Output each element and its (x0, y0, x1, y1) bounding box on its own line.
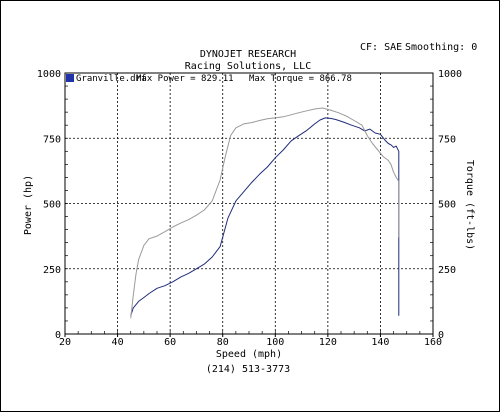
y-tick-label-right: 750 (438, 134, 456, 145)
y-tick-label-left: 0 (55, 330, 61, 341)
y-tick-label-left: 250 (43, 265, 61, 276)
x-tick-label: 80 (217, 337, 229, 348)
grid-lines (65, 73, 433, 334)
y-tick-label-right: 250 (438, 265, 456, 276)
y-axis-label-left: Power (hp) (23, 175, 34, 235)
y-axis-label-right: Torque (ft-lbs) (464, 160, 475, 250)
x-tick-label: 100 (266, 337, 284, 348)
smoothing-label: Smoothing: 0 (405, 42, 477, 53)
x-tick-label: 60 (164, 337, 176, 348)
y-tick-label-left: 1000 (37, 69, 61, 80)
axis-ticks: 20 40 60 80 100 120 140 16002505007501000025050… (37, 69, 462, 348)
legend-swatch (66, 74, 74, 82)
y-tick-label-left: 500 (43, 200, 61, 211)
x-tick-label: 40 (112, 337, 124, 348)
power-series-line (130, 117, 400, 316)
x-tick-label: 120 (319, 337, 337, 348)
chart-title: DYNOJET RESEARCH (200, 49, 296, 60)
torque-series-line (130, 107, 400, 319)
x-tick-label: 20 (59, 337, 71, 348)
series-layer (130, 107, 400, 319)
y-tick-label-left: 750 (43, 134, 61, 145)
legend-max-power: Max Power = 829.11 (136, 74, 234, 84)
legend-max-torque: Max Torque = 866.78 (249, 74, 352, 84)
legend-file: Granville.drf (76, 74, 146, 84)
phone-number: (214) 513-3773 (206, 364, 290, 375)
x-tick-label: 160 (424, 337, 442, 348)
y-tick-label-right: 0 (438, 330, 444, 341)
y-tick-label-right: 500 (438, 200, 456, 211)
x-axis-label: Speed (mph) (216, 349, 282, 360)
cf-label: CF: SAE (360, 42, 402, 53)
y-tick-label-right: 1000 (438, 69, 462, 80)
chart-subtitle: Racing Solutions, LLC (185, 61, 311, 72)
x-tick-label: 140 (371, 337, 389, 348)
